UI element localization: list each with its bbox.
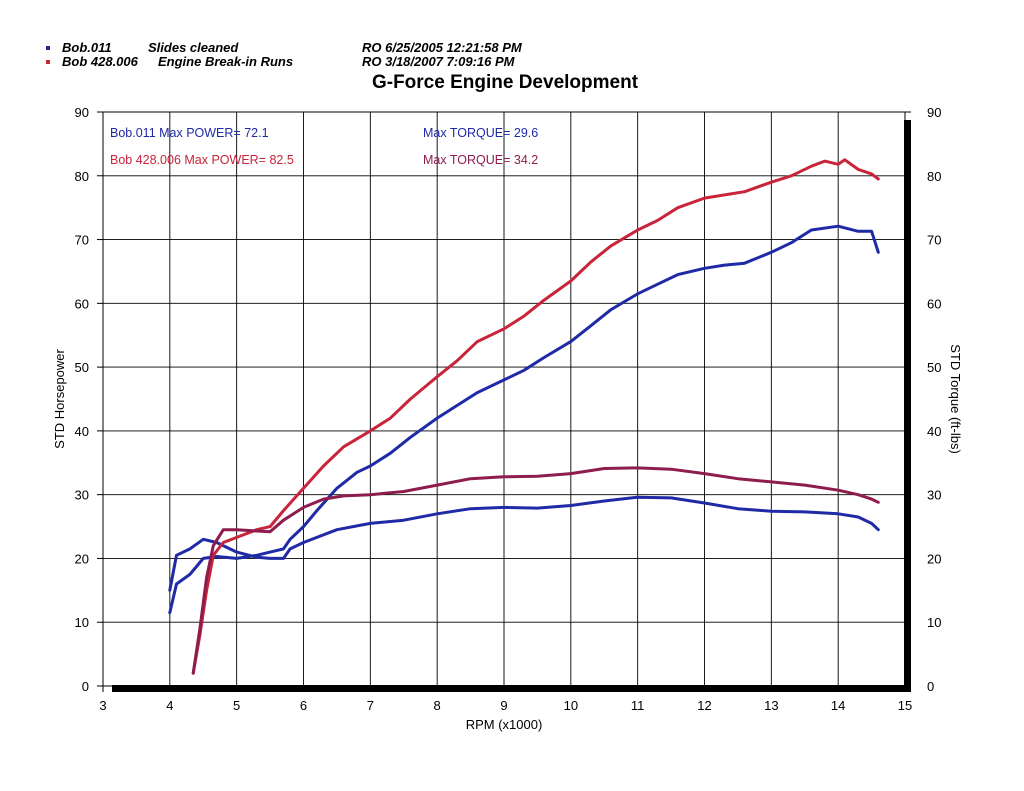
x-tick-label: 12 [697,698,711,713]
x-tick-label: 6 [300,698,307,713]
y2-tick-label: 20 [927,551,941,566]
x-tick-label: 5 [233,698,240,713]
y2-tick-label: 10 [927,615,941,630]
annotation-run2-power: Bob 428.006 Max POWER= 82.5 [110,153,294,167]
x-tick-label: 7 [367,698,374,713]
header-run2-name: Bob 428.006 [62,54,138,69]
y-tick-label: 30 [75,488,89,503]
y2-axis-label: STD Torque (ft-lbs) [948,344,963,454]
y2-tick-label: 40 [927,424,941,439]
y2-tick-label: 70 [927,233,941,248]
header-run1-stamp: RO 6/25/2005 12:21:58 PM [362,40,522,55]
y-tick-label: 20 [75,551,89,566]
annotation-run2-torque: Max TORQUE= 34.2 [423,153,539,167]
y2-axis-bar [904,120,911,692]
series-line-3 [191,158,880,675]
x-tick-label: 15 [898,698,912,713]
y-tick-label: 10 [75,615,89,630]
x-tick-label: 14 [831,698,845,713]
y-tick-label: 0 [82,679,89,694]
y2-tick-label: 0 [927,679,934,694]
y2-tick-label: 50 [927,360,941,375]
x-tick-label: 10 [564,698,578,713]
series-line-4 [191,466,880,675]
y-tick-label: 70 [75,233,89,248]
y2-tick-label: 60 [927,296,941,311]
x-tick-label: 3 [99,698,106,713]
legend-swatch-run2 [46,60,50,64]
header-run2-stamp: RO 3/18/2007 7:09:16 PM [362,54,515,69]
y2-tick-label: 30 [927,488,941,503]
y-tick-label: 50 [75,360,89,375]
y-tick-label: 90 [75,105,89,120]
y2-tick-label: 90 [927,105,941,120]
y-axis-label: STD Horsepower [52,348,67,448]
chart-title: G-Force Engine Development [371,72,639,93]
x-tick-label: 11 [631,698,645,713]
series-line-2 [168,495,880,592]
y-tick-label: 80 [75,169,89,184]
series-line-1 [168,224,880,615]
x-tick-label: 13 [764,698,778,713]
legend-swatch-run1 [46,46,50,50]
x-tick-label: 8 [434,698,441,713]
x-axis-bar [112,685,908,692]
x-tick-label: 9 [500,698,507,713]
annotation-run1-torque: Max TORQUE= 29.6 [423,126,539,140]
x-axis-label: RPM (x1000) [466,717,543,732]
header-run1-name: Bob.011 [62,40,112,55]
header-run2-desc: Engine Break-in Runs [158,54,294,69]
y2-tick-label: 80 [927,169,941,184]
y-tick-label: 60 [75,296,89,311]
annotation-run1-power: Bob.011 Max POWER= 72.1 [110,126,269,140]
x-tick-label: 4 [166,698,173,713]
header-run1-desc: Slides cleaned [148,40,239,55]
y-tick-label: 40 [75,424,89,439]
